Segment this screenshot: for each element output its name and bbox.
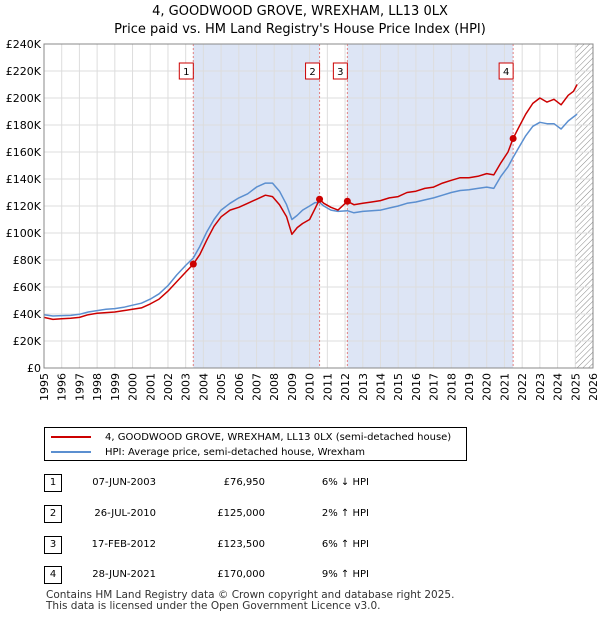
transaction-hpi-change: 6% ↑ HPI <box>321 539 369 550</box>
transaction-price: £123,500 <box>217 539 265 550</box>
x-tick-label: 2005 <box>215 373 228 400</box>
x-tick-label: 2001 <box>144 373 157 400</box>
x-tick-label: 2018 <box>445 373 458 400</box>
chart-title: 4, GOODWOOD GROVE, WREXHAM, LL13 0LX <box>152 4 448 19</box>
x-tick-label: 2009 <box>286 373 299 400</box>
x-tick-label: 2020 <box>481 373 494 400</box>
y-tick-label: £100K <box>6 227 42 240</box>
x-tick-label: 2016 <box>410 373 423 400</box>
legend-swatch-property <box>51 436 91 438</box>
x-tick-label: 2012 <box>339 373 352 400</box>
transaction-point <box>343 197 351 205</box>
y-tick-label: £80K <box>13 254 42 267</box>
x-tick-label: 1998 <box>91 373 104 400</box>
transaction-date: 28-JUN-2021 <box>92 569 156 580</box>
price-chart: 1 2 3 4 £0 £20K £40K £60K £80K £100K £120K £140K £1… <box>6 38 600 400</box>
transaction-label-box <box>178 62 194 80</box>
footer-copyright: Contains HM Land Registry data © Crown c… <box>46 589 455 601</box>
legend-label-hpi: HPI: Average price, semi-detached house,… <box>105 446 366 458</box>
transaction-point <box>509 135 517 142</box>
legend-swatch-hpi <box>51 451 91 453</box>
footer-license: This data is licensed under the Open Gov… <box>46 600 381 612</box>
x-tick-label: 2026 <box>587 373 600 400</box>
transaction-date: 17-FEB-2012 <box>91 539 156 550</box>
transaction-label: 4 <box>503 67 509 78</box>
transaction-label-box <box>305 62 321 80</box>
transaction-point <box>189 260 197 268</box>
transaction-badge: 2 <box>44 505 62 523</box>
transaction-price: £76,950 <box>223 477 265 488</box>
transaction-label: 1 <box>183 67 189 78</box>
legend-label-property: 4, GOODWOOD GROVE, WREXHAM, LL13 0LX (se… <box>105 431 452 443</box>
chart-legend: 4, GOODWOOD GROVE, WREXHAM, LL13 0LX (se… <box>44 427 467 461</box>
transaction-label-box <box>332 62 348 80</box>
x-tick-label: 2025 <box>569 373 582 400</box>
transaction-badge: 4 <box>44 566 62 584</box>
footer: Contains HM Land Registry data © Crown c… <box>46 590 454 612</box>
x-tick-label: 2022 <box>516 373 529 400</box>
y-tick-label: £0 <box>27 362 41 375</box>
transaction-hpi-change: 2% ↑ HPI <box>321 508 369 519</box>
x-tick-label: 2023 <box>534 373 547 400</box>
x-tick-label: 2008 <box>268 373 281 400</box>
legend-item-property: 4, GOODWOOD GROVE, WREXHAM, LL13 0LX (se… <box>51 430 451 444</box>
transaction-date: 26-JUL-2010 <box>94 508 156 519</box>
transaction-hpi-change: 9% ↑ HPI <box>321 569 369 580</box>
x-tick-label: 1996 <box>56 373 69 400</box>
x-tick-label: 1995 <box>38 373 51 400</box>
y-tick-label: £60K <box>13 281 42 294</box>
transaction-badge: 3 <box>44 536 62 554</box>
transaction-price: £170,000 <box>217 569 265 580</box>
x-tick-label: 2007 <box>251 373 264 400</box>
x-tick-label: 2003 <box>180 373 193 400</box>
chart-subtitle: Price paid vs. HM Land Registry's House … <box>114 22 486 37</box>
y-tick-label: £140K <box>6 173 42 186</box>
x-tick-label: 2013 <box>357 373 370 400</box>
plot-border <box>43 43 594 369</box>
property-series-line <box>43 84 578 321</box>
y-tick-label: £200K <box>6 92 42 105</box>
x-tick-label: 1999 <box>109 373 122 400</box>
x-tick-label: 2021 <box>498 373 511 400</box>
y-tick-label: £180K <box>6 119 42 132</box>
transaction-point <box>316 195 324 203</box>
x-tick-label: 2019 <box>463 373 476 400</box>
legend-item-hpi: HPI: Average price, semi-detached house,… <box>51 445 365 459</box>
transaction-hpi-change: 6% ↓ HPI <box>321 477 369 488</box>
transaction-badge: 1 <box>44 474 62 492</box>
y-tick-label: £120K <box>6 200 42 213</box>
x-tick-label: 2024 <box>552 373 565 400</box>
y-tick-label: £220K <box>6 65 42 78</box>
x-tick-label: 2004 <box>197 373 210 400</box>
x-tick-label: 2015 <box>392 373 405 400</box>
transaction-label: 3 <box>337 67 343 78</box>
x-tick-label: 1997 <box>73 373 86 400</box>
transaction-label: 2 <box>309 67 315 78</box>
x-tick-label: 2011 <box>321 373 334 400</box>
y-tick-label: £160K <box>6 146 42 159</box>
x-tick-label: 2006 <box>233 373 246 400</box>
x-tick-label: 2000 <box>127 373 140 400</box>
transaction-label-box <box>498 62 514 80</box>
x-tick-label: 2002 <box>162 373 175 400</box>
x-tick-label: 2017 <box>428 373 441 400</box>
y-tick-label: £40K <box>13 308 42 321</box>
transaction-date: 07-JUN-2003 <box>92 477 156 488</box>
x-tick-label: 2010 <box>304 373 317 400</box>
y-tick-label: £240K <box>6 38 42 51</box>
transaction-price: £125,000 <box>217 508 265 519</box>
x-tick-label: 2014 <box>374 373 387 400</box>
y-tick-label: £20K <box>13 335 42 348</box>
